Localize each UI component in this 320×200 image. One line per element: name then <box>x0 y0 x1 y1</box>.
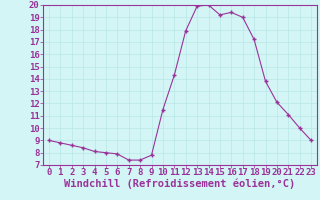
X-axis label: Windchill (Refroidissement éolien,°C): Windchill (Refroidissement éolien,°C) <box>64 179 296 189</box>
